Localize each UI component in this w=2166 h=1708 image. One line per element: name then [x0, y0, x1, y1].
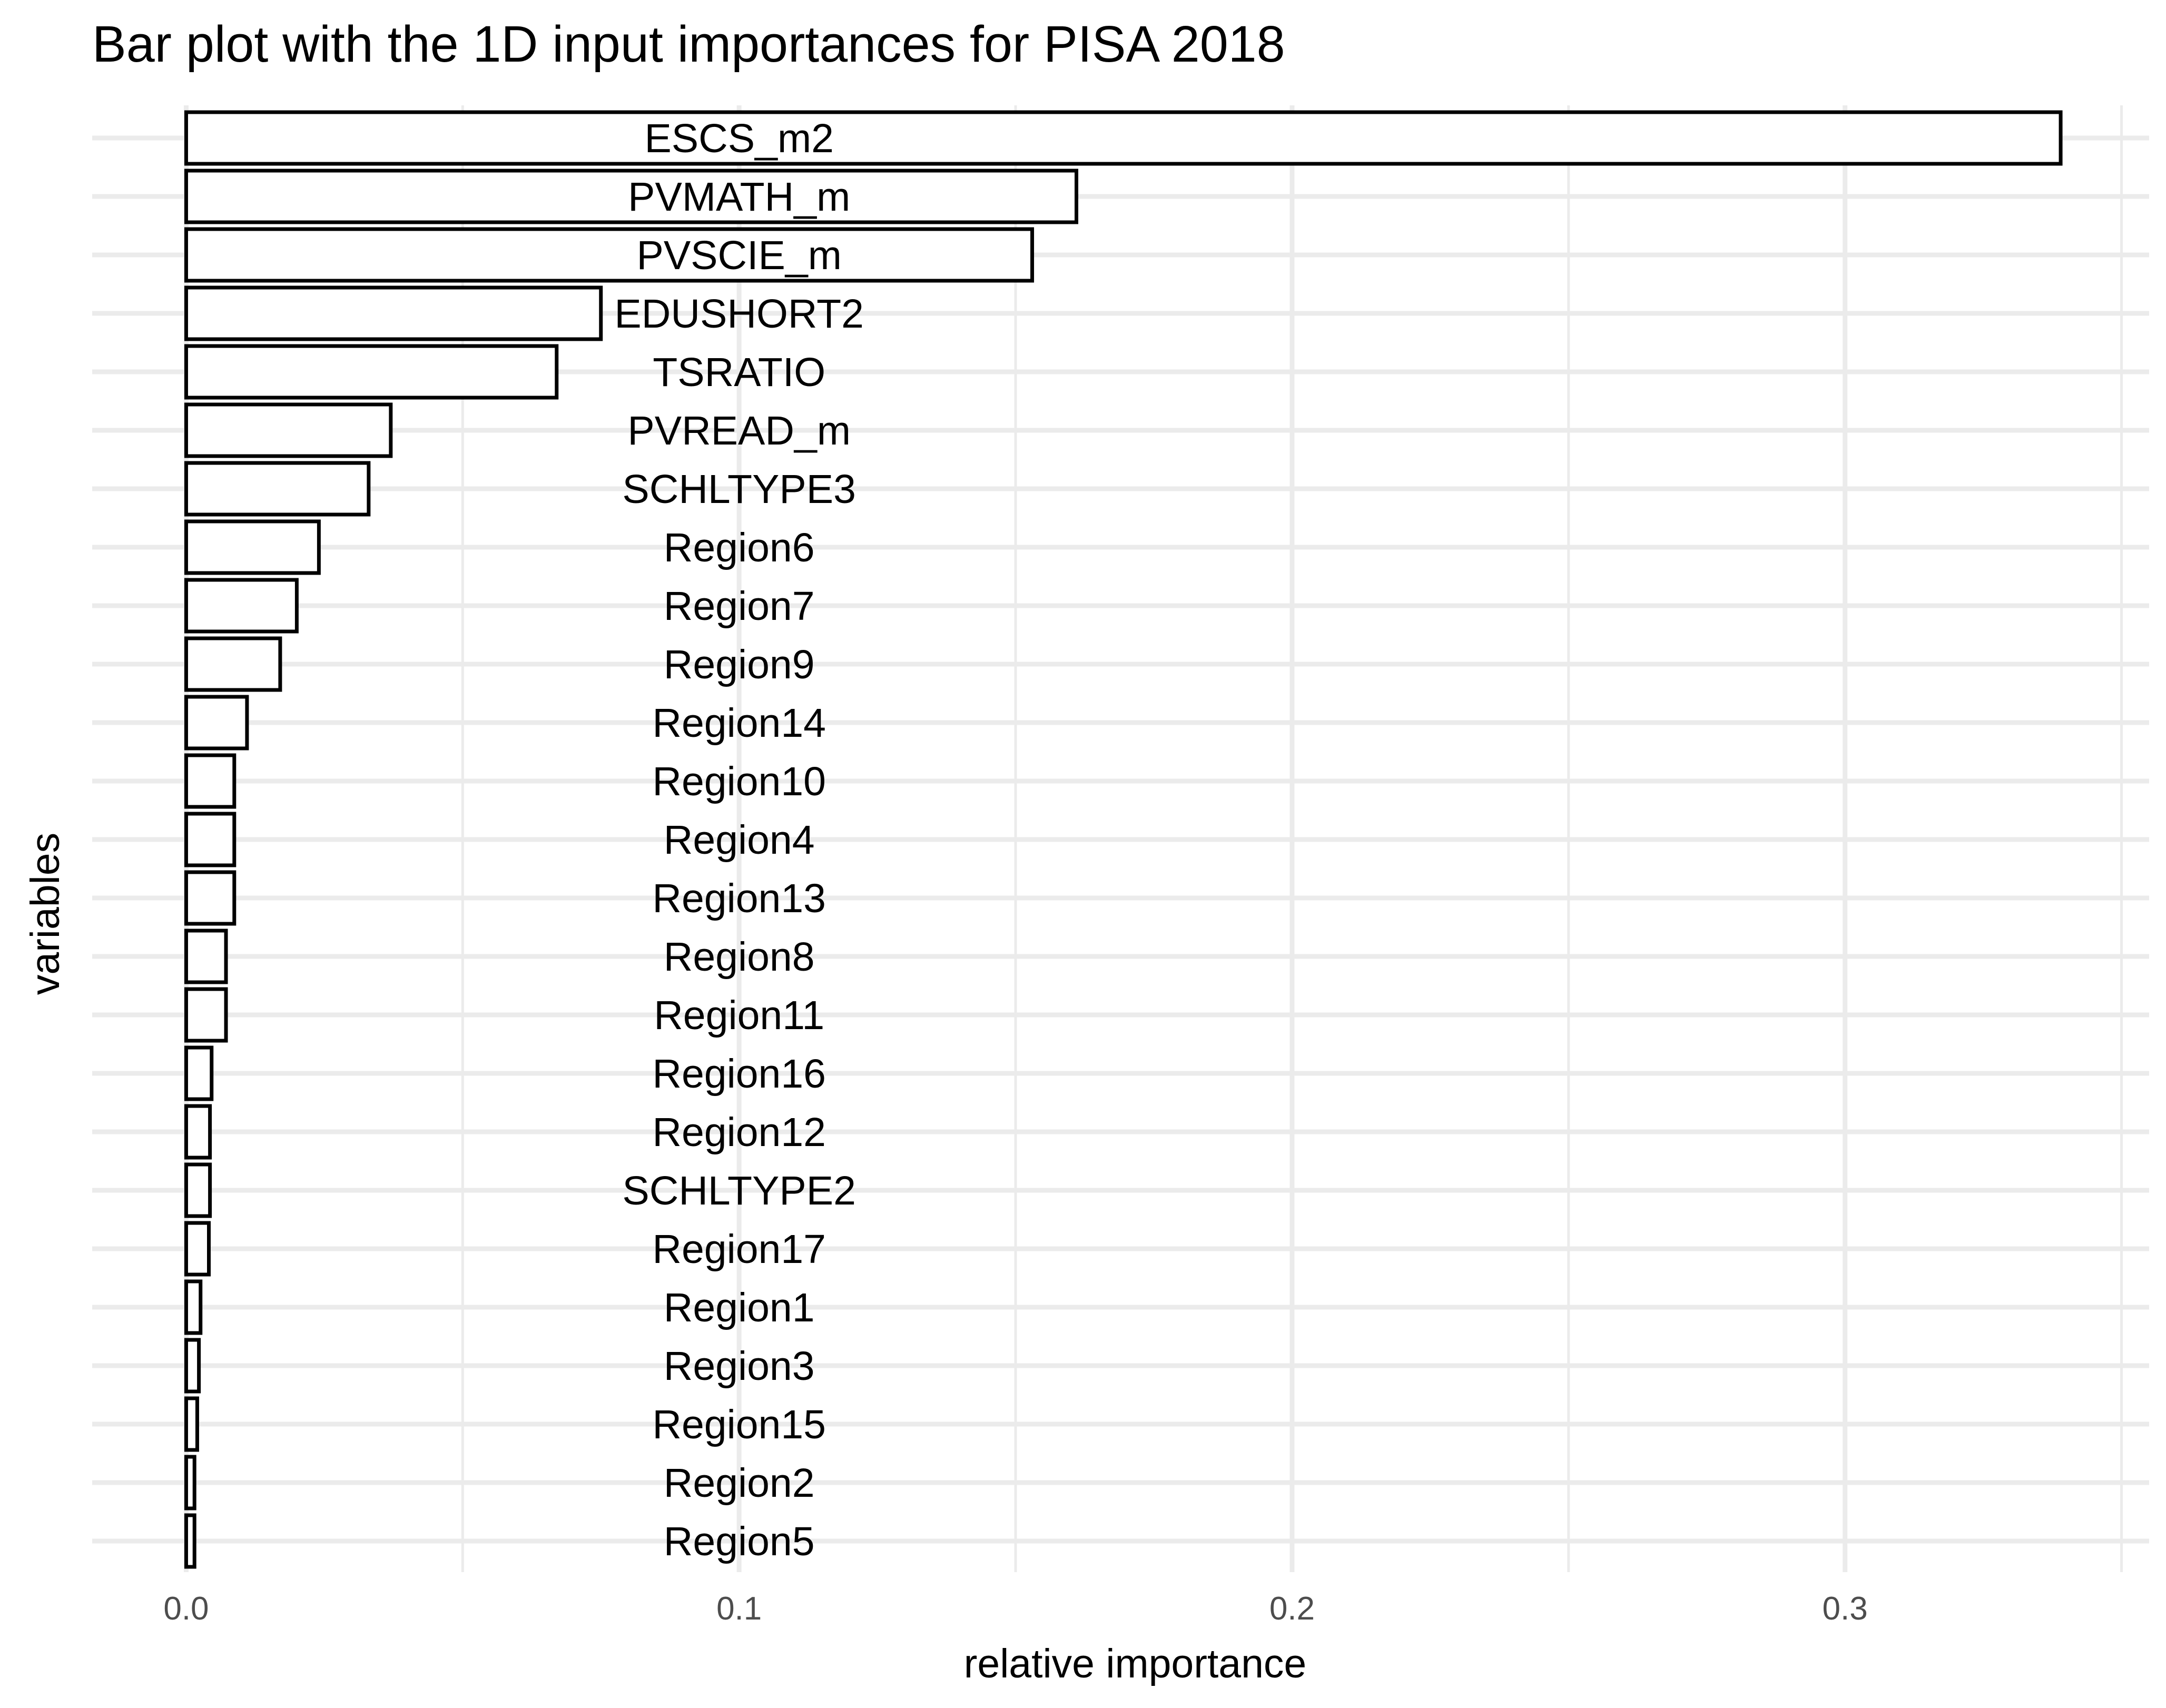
bar-ESCS_m2: [184, 110, 2063, 166]
bar-Region4: [184, 812, 237, 867]
bar-label: Region8: [664, 934, 815, 980]
bar-label: Region17: [652, 1227, 826, 1272]
x-axis-title: relative importance: [964, 1641, 1307, 1686]
bar-label: Region9: [664, 642, 815, 687]
bar-label: SCHLTYPE3: [622, 467, 856, 512]
bar-Region15: [184, 1396, 199, 1452]
bar-PVREAD_m: [184, 402, 393, 458]
bar-Region11: [184, 987, 228, 1043]
bar-label: Region6: [664, 525, 815, 570]
bar-label: Region14: [652, 700, 826, 746]
bar-Region10: [184, 753, 237, 809]
bar-label: Region16: [652, 1051, 826, 1097]
chart-title: Bar plot with the 1D input importances f…: [92, 15, 1285, 73]
bar-label: ESCS_m2: [644, 116, 833, 161]
bar-label: Region4: [664, 817, 815, 863]
bar-label: Region11: [654, 993, 824, 1038]
bar-PVMATH_m: [184, 169, 1079, 224]
bar-label: PVREAD_m: [627, 408, 851, 453]
bar-label: Region1: [664, 1285, 815, 1330]
bar-label: PVMATH_m: [628, 174, 850, 220]
bar-label: Region13: [652, 876, 826, 921]
bar-Region5: [184, 1513, 196, 1569]
x-axis-ticks: 0.0 0.1 0.2 0.3: [163, 1591, 1867, 1627]
bar-Region2: [184, 1455, 196, 1510]
bar-label: Region5: [664, 1519, 815, 1564]
x-tick-label: 0.3: [1823, 1591, 1868, 1627]
bar-label: TSRATIO: [653, 350, 825, 395]
bar-label: Region3: [664, 1344, 815, 1389]
bar-Region13: [184, 870, 237, 926]
bar-label: PVSCIE_m: [636, 233, 841, 278]
bar-Region6: [184, 519, 321, 575]
bar-label: SCHLTYPE2: [622, 1168, 856, 1213]
bar-SCHLTYPE2: [184, 1162, 212, 1218]
bar-PVSCIE_m: [184, 227, 1035, 283]
bar-Region7: [184, 578, 299, 634]
bar-Region16: [184, 1045, 214, 1101]
y-axis-title: variables: [23, 833, 68, 995]
bar-label: Region12: [652, 1110, 826, 1155]
bar-Region8: [184, 929, 228, 984]
bar-Region14: [184, 695, 249, 751]
bar-label: Region15: [652, 1402, 826, 1447]
x-tick-label: 0.2: [1269, 1591, 1315, 1627]
bar-label: Region7: [664, 584, 815, 629]
bar-Region12: [184, 1104, 212, 1160]
bar-SCHLTYPE3: [184, 461, 371, 517]
bar-Region9: [184, 636, 282, 692]
bar-Region17: [184, 1221, 211, 1277]
bar-label: Region2: [664, 1460, 815, 1506]
bar-label: EDUSHORT2: [614, 291, 864, 337]
bar-label: Region10: [652, 759, 826, 804]
x-tick-label: 0.1: [716, 1591, 762, 1627]
bar-EDUSHORT2: [184, 285, 603, 341]
bar-TSRATIO: [184, 344, 559, 400]
bar-labels: ESCS_m2 PVMATH_m PVSCIE_m EDUSHORT2 TSRATIO P…: [614, 116, 864, 1564]
bar-Region1: [184, 1279, 203, 1335]
x-tick-label: 0.0: [163, 1591, 209, 1627]
bars: [184, 110, 2063, 1569]
bar-Region3: [184, 1338, 201, 1394]
